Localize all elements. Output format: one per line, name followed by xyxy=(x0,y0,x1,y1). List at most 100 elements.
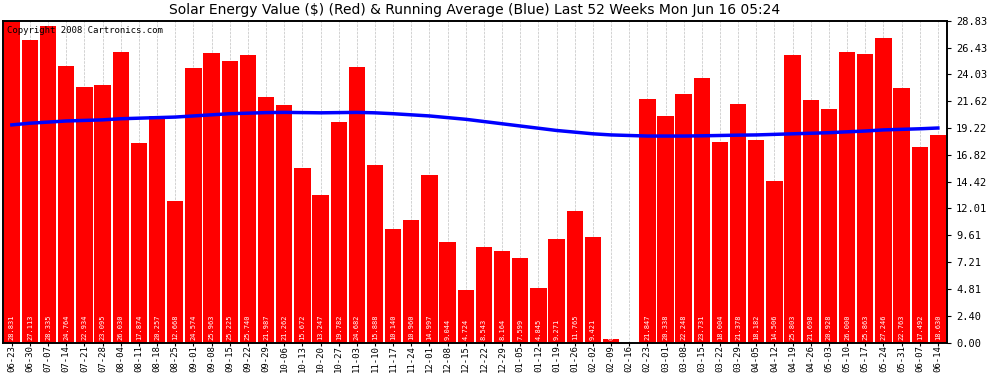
Text: 11.765: 11.765 xyxy=(571,315,578,340)
Text: 26.000: 26.000 xyxy=(844,315,850,340)
Bar xyxy=(875,38,892,343)
Bar xyxy=(76,87,93,343)
Text: 25.963: 25.963 xyxy=(209,315,215,340)
Bar xyxy=(457,290,474,343)
Bar xyxy=(331,122,346,343)
Bar xyxy=(385,230,401,343)
Bar xyxy=(784,54,801,343)
Bar xyxy=(694,78,710,343)
Bar xyxy=(313,195,329,343)
Text: Copyright 2008 Cartronics.com: Copyright 2008 Cartronics.com xyxy=(8,26,163,34)
Bar xyxy=(203,53,220,343)
Bar xyxy=(585,237,601,343)
Text: 24.764: 24.764 xyxy=(63,315,69,340)
Bar xyxy=(367,165,383,343)
Text: 0.317: 0.317 xyxy=(608,319,614,340)
Text: 19.782: 19.782 xyxy=(336,315,342,340)
Bar xyxy=(494,251,510,343)
Bar xyxy=(40,26,56,343)
Bar xyxy=(222,61,238,343)
Text: 12.668: 12.668 xyxy=(172,315,178,340)
Bar xyxy=(766,181,783,343)
Text: 14.506: 14.506 xyxy=(771,315,777,340)
Text: 18.630: 18.630 xyxy=(935,315,940,340)
Bar xyxy=(730,104,746,343)
Bar xyxy=(675,94,692,343)
Text: 20.257: 20.257 xyxy=(154,315,160,340)
Bar xyxy=(548,239,564,343)
Text: 27.113: 27.113 xyxy=(27,315,33,340)
Text: 17.874: 17.874 xyxy=(136,315,142,340)
Bar xyxy=(803,100,819,343)
Text: 0.000: 0.000 xyxy=(627,319,633,340)
Bar xyxy=(821,109,838,343)
Bar xyxy=(712,142,729,343)
Bar xyxy=(912,147,928,343)
Text: 18.004: 18.004 xyxy=(717,315,723,340)
Text: 17.492: 17.492 xyxy=(917,315,923,340)
Text: 7.599: 7.599 xyxy=(517,319,524,340)
Text: 22.934: 22.934 xyxy=(81,315,87,340)
Bar xyxy=(440,242,455,343)
Bar xyxy=(893,88,910,343)
Bar xyxy=(257,97,274,343)
Text: 27.246: 27.246 xyxy=(880,315,886,340)
Text: 4.724: 4.724 xyxy=(462,319,469,340)
Text: 21.698: 21.698 xyxy=(808,315,814,340)
Bar xyxy=(4,21,20,343)
Text: 14.997: 14.997 xyxy=(427,315,433,340)
Text: 10.140: 10.140 xyxy=(390,315,396,340)
Bar xyxy=(930,135,946,343)
Bar xyxy=(22,40,39,343)
Bar xyxy=(403,220,420,343)
Bar xyxy=(276,105,292,343)
Text: 21.847: 21.847 xyxy=(644,315,650,340)
Text: 15.888: 15.888 xyxy=(372,315,378,340)
Text: 26.030: 26.030 xyxy=(118,315,124,340)
Text: 13.247: 13.247 xyxy=(318,315,324,340)
Bar xyxy=(422,175,438,343)
Text: 22.763: 22.763 xyxy=(899,315,905,340)
Text: 23.095: 23.095 xyxy=(100,315,106,340)
Text: 20.928: 20.928 xyxy=(826,315,832,340)
Text: 15.672: 15.672 xyxy=(299,315,305,340)
Bar xyxy=(58,66,74,343)
Text: 21.987: 21.987 xyxy=(263,315,269,340)
Bar xyxy=(167,201,183,343)
Text: 4.845: 4.845 xyxy=(536,319,542,340)
Text: 9.044: 9.044 xyxy=(445,319,450,340)
Text: 9.421: 9.421 xyxy=(590,319,596,340)
Bar xyxy=(657,116,673,343)
Text: 28.831: 28.831 xyxy=(9,315,15,340)
Text: 9.271: 9.271 xyxy=(553,319,559,340)
Bar xyxy=(348,67,365,343)
Bar xyxy=(512,258,529,343)
Bar xyxy=(476,247,492,343)
Text: 18.182: 18.182 xyxy=(753,315,759,340)
Bar xyxy=(294,168,311,343)
Text: 25.225: 25.225 xyxy=(227,315,233,340)
Text: 21.262: 21.262 xyxy=(281,315,287,340)
Bar xyxy=(748,140,764,343)
Bar xyxy=(94,85,111,343)
Bar xyxy=(603,339,619,343)
Bar xyxy=(566,211,583,343)
Text: 24.682: 24.682 xyxy=(353,315,359,340)
Bar xyxy=(113,52,129,343)
Bar xyxy=(240,55,256,343)
Text: 20.338: 20.338 xyxy=(662,315,668,340)
Text: 25.863: 25.863 xyxy=(862,315,868,340)
Bar xyxy=(531,288,546,343)
Text: 23.731: 23.731 xyxy=(699,315,705,340)
Text: 25.740: 25.740 xyxy=(245,315,250,340)
Text: 21.378: 21.378 xyxy=(736,315,742,340)
Bar xyxy=(640,99,655,343)
Text: 25.803: 25.803 xyxy=(790,315,796,340)
Bar xyxy=(131,143,148,343)
Bar xyxy=(839,53,855,343)
Title: Solar Energy Value ($) (Red) & Running Average (Blue) Last 52 Weeks Mon Jun 16 0: Solar Energy Value ($) (Red) & Running A… xyxy=(169,3,780,17)
Bar xyxy=(857,54,873,343)
Bar xyxy=(185,68,202,343)
Text: 24.574: 24.574 xyxy=(190,315,196,340)
Text: 28.335: 28.335 xyxy=(46,315,51,340)
